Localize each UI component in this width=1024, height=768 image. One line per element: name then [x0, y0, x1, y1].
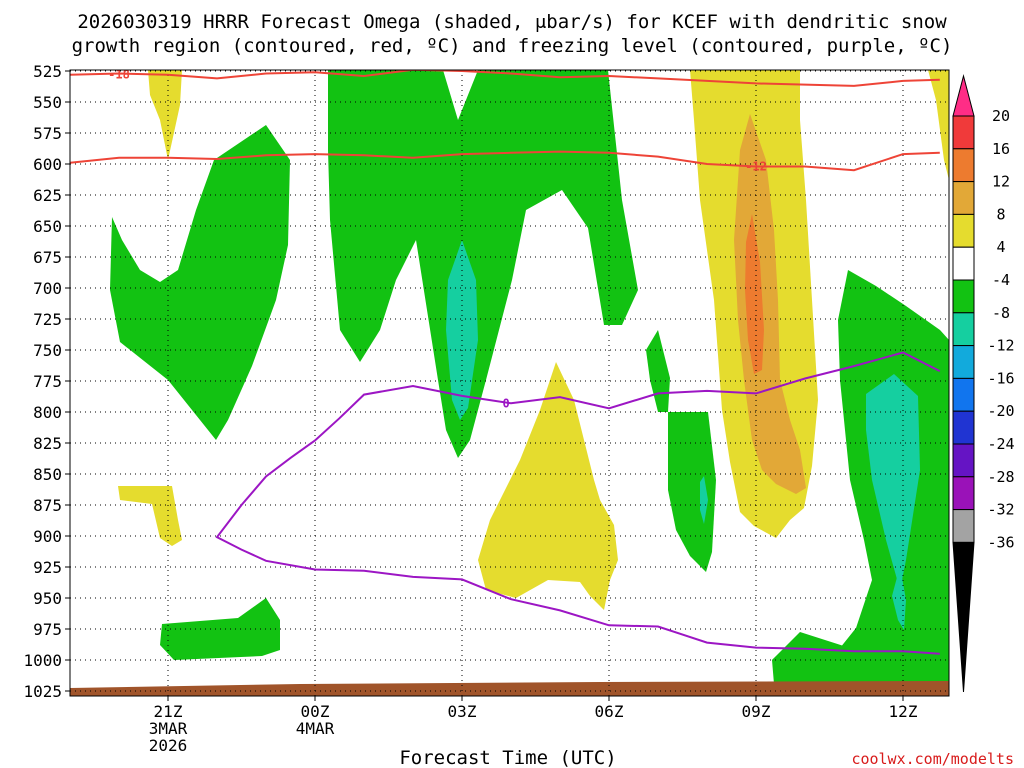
omega-area-upward-weak — [328, 70, 638, 458]
colorbar-label: 20 — [992, 107, 1010, 125]
contour-line--18 — [70, 70, 940, 87]
y-tick-label: 650 — [33, 217, 62, 236]
chart-title-line-2: growth region (contoured, red, ºC) and f… — [72, 35, 953, 57]
omega-area-upward-weak — [110, 125, 290, 440]
contour-label: -18 — [108, 68, 130, 82]
colorbar-swatch — [952, 509, 975, 543]
y-tick-label: 975 — [33, 620, 62, 639]
omega-area-downward-strong — [745, 214, 764, 374]
x-axis-label: Forecast Time (UTC) — [399, 747, 616, 768]
omega-area-upward-weak — [772, 632, 870, 672]
omega-area-upward-weak — [646, 330, 670, 412]
colorbar-label: -28 — [987, 468, 1014, 486]
colorbar-label: -12 — [987, 337, 1014, 355]
colorbar-label: 4 — [996, 238, 1005, 256]
x-tick-label: 21Z — [154, 702, 183, 721]
y-tick-label: 600 — [33, 155, 62, 174]
terrain-ground — [70, 681, 949, 696]
omega-area-upward-moderate — [866, 374, 920, 590]
colorbar-label: -4 — [992, 271, 1010, 289]
contour-lines: -18 -12 0 — [70, 68, 941, 655]
y-tick-label: 825 — [33, 434, 62, 453]
colorbar-swatch — [952, 213, 975, 248]
colorbar-swatch — [952, 279, 975, 314]
x-tick-label: 3MAR — [149, 719, 188, 738]
y-tick-label: 525 — [33, 62, 62, 81]
omega-area-downward-weak — [478, 362, 618, 610]
colorbar-label: -24 — [987, 435, 1014, 453]
credit-text: coolwx.com/modelts — [851, 750, 1014, 768]
omega-area-downward-weak — [928, 70, 949, 180]
colorbar-swatch — [952, 410, 975, 445]
y-tick-label: 775 — [33, 372, 62, 391]
colorbar-swatch — [952, 312, 975, 347]
omega-area-upward-weak — [668, 412, 716, 572]
y-tick-label: 625 — [33, 186, 62, 205]
y-tick-label: 875 — [33, 496, 62, 515]
colorbar-swatch — [952, 443, 975, 478]
y-tick-label: 725 — [33, 310, 62, 329]
y-tick-label: 800 — [33, 403, 62, 422]
colorbar-label: -8 — [992, 304, 1010, 322]
omega-area-downward-moderate — [734, 114, 806, 494]
x-tick-label: 06Z — [595, 702, 624, 721]
colorbar-overflow-low — [952, 541, 975, 693]
colorbar-label: -20 — [987, 402, 1014, 420]
y-tick-label: 950 — [33, 589, 62, 608]
y-tick-label: 1000 — [23, 651, 62, 670]
colorbar-swatch — [952, 377, 975, 412]
y-tick-label: 700 — [33, 279, 62, 298]
x-tick-label: 03Z — [448, 702, 477, 721]
plot-frame — [69, 69, 950, 697]
omega-area-downward-weak — [148, 70, 182, 160]
x-tick-label: 00Z — [301, 702, 330, 721]
colorbar-swatch — [952, 115, 975, 150]
y-tick-label: 550 — [33, 93, 62, 112]
colorbar-label: -36 — [987, 533, 1014, 551]
colorbar-label: -16 — [987, 369, 1014, 387]
chart-title-line-1: 2026030319 HRRR Forecast Omega (shaded, … — [77, 11, 947, 33]
colorbar-label: -32 — [987, 501, 1014, 519]
y-tick-label: 1025 — [23, 682, 62, 701]
omega-area-downward-weak — [118, 486, 182, 546]
colorbar-label: 12 — [992, 173, 1010, 191]
colorbar-swatch — [952, 345, 975, 379]
omega-area-upward-moderate — [892, 566, 906, 630]
omega-area-upward-moderate — [700, 476, 708, 524]
y-tick-label: 925 — [33, 558, 62, 577]
x-tick-label: 09Z — [742, 702, 771, 721]
omega-area-upward-weak — [772, 270, 949, 696]
colorbar-label: 16 — [992, 140, 1010, 158]
colorbar-swatch — [952, 246, 975, 281]
colorbar-swatch — [952, 181, 975, 215]
x-tick-label: 12Z — [889, 702, 918, 721]
colorbar: 20 16 12 8 4 -4 -8 -12 -16 -20 -24 -28 -32 -36 — [952, 74, 1015, 693]
contour-label: 0 — [502, 396, 509, 410]
y-tick-label: 850 — [33, 465, 62, 484]
contour-label: -12 — [745, 159, 767, 173]
plot-area: -18 -12 0 — [70, 68, 949, 696]
y-tick-label: 750 — [33, 341, 62, 360]
x-tick-label: 2026 — [149, 736, 188, 755]
x-tick-label: 4MAR — [296, 719, 335, 738]
colorbar-swatch — [952, 476, 975, 511]
omega-shading — [110, 70, 949, 696]
contour-line--12 — [70, 150, 940, 172]
y-axis: 525 550 575 600 625 650 675 700 725 750 775 800 825 8… — [23, 62, 70, 701]
y-tick-label: 900 — [33, 527, 62, 546]
contour-line-0 — [215, 351, 941, 655]
y-tick-label: 675 — [33, 248, 62, 267]
colorbar-swatch — [952, 148, 975, 183]
colorbar-label: 8 — [996, 205, 1005, 223]
colorbar-overflow-high — [952, 74, 975, 117]
y-tick-label: 575 — [33, 124, 62, 143]
